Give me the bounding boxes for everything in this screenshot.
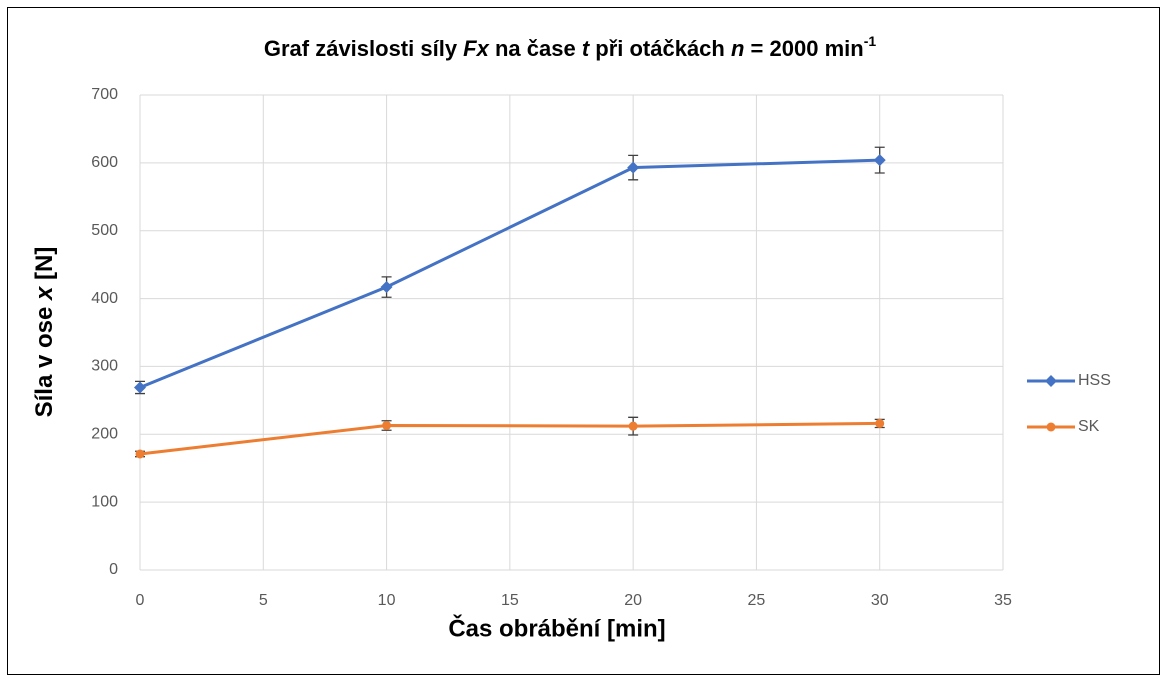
data-point bbox=[873, 154, 886, 167]
x-tick-label: 0 bbox=[136, 592, 145, 609]
title-part: n bbox=[731, 36, 744, 61]
series-line bbox=[139, 421, 880, 456]
y-tick-label: 0 bbox=[109, 561, 118, 578]
title-part: Fx bbox=[463, 36, 489, 61]
x-tick-label: 20 bbox=[624, 592, 642, 609]
x-tick-label: 15 bbox=[501, 592, 519, 609]
data-point bbox=[135, 449, 145, 459]
legend-marker bbox=[1045, 375, 1057, 387]
y-tick-label: 200 bbox=[91, 426, 118, 443]
title-part: t bbox=[582, 36, 591, 61]
data-point bbox=[627, 161, 640, 174]
chart-frame bbox=[7, 7, 1160, 675]
title-part: = 2000 min bbox=[744, 36, 863, 61]
title-part: Graf závislosti síly bbox=[264, 36, 463, 61]
y-axis-label: Síla v ose x [N] bbox=[31, 247, 58, 418]
series-line bbox=[139, 158, 880, 389]
y-tick-label: 100 bbox=[91, 493, 118, 510]
data-point bbox=[875, 418, 885, 428]
x-tick-label: 35 bbox=[994, 592, 1012, 609]
x-axis-label: Čas obrábění [min] bbox=[448, 614, 665, 642]
data-point bbox=[134, 381, 146, 394]
title-part: při otáčkách bbox=[589, 36, 731, 61]
y-tick-label: 400 bbox=[91, 290, 118, 307]
x-tick-label: 5 bbox=[259, 592, 268, 609]
y-tick-label: 600 bbox=[91, 154, 118, 171]
y-tick-label: 700 bbox=[91, 86, 118, 103]
x-tick-label: 30 bbox=[871, 592, 889, 609]
title-part: na čase bbox=[489, 36, 582, 61]
data-point bbox=[380, 281, 393, 294]
legend-label: HSS bbox=[1078, 372, 1111, 389]
legend-marker bbox=[1046, 422, 1056, 432]
x-tick-label: 25 bbox=[748, 592, 766, 609]
title-superscript: -1 bbox=[864, 33, 877, 49]
y-label-part: [N] bbox=[31, 247, 58, 287]
data-point bbox=[382, 420, 392, 430]
chart-title: Graf závislosti síly Fx na čase t při ot… bbox=[264, 33, 876, 61]
data-point bbox=[628, 421, 638, 431]
y-label-part: Síla v ose bbox=[31, 300, 58, 417]
x-tick-label: 10 bbox=[378, 592, 396, 609]
y-tick-label: 500 bbox=[91, 222, 118, 239]
y-label-part: x bbox=[31, 285, 58, 302]
y-tick-label: 300 bbox=[91, 358, 118, 375]
legend-label: SK bbox=[1078, 418, 1100, 435]
